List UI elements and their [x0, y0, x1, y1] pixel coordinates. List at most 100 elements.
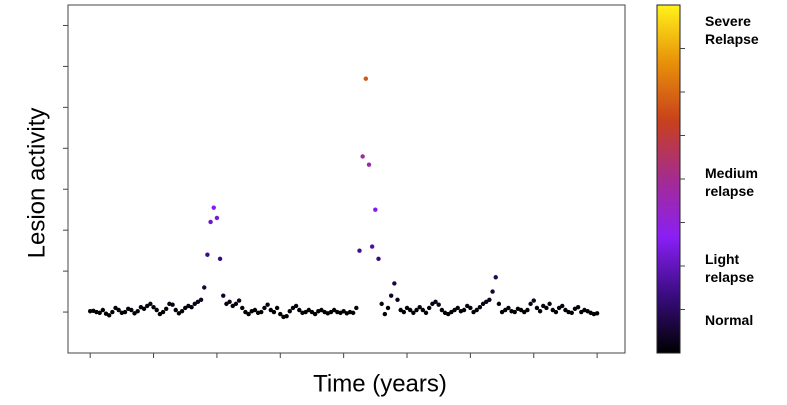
data-point [211, 205, 216, 210]
data-point [224, 301, 229, 307]
data-point [541, 303, 546, 309]
data-point [173, 307, 178, 313]
data-point [449, 309, 454, 315]
data-point [341, 309, 346, 314]
data-point [404, 305, 410, 311]
data-point [157, 311, 163, 317]
data-point [455, 305, 460, 311]
data-point [537, 309, 543, 314]
data-point [293, 303, 299, 309]
data-point [452, 307, 457, 313]
data-point [446, 311, 451, 317]
data-point [141, 306, 147, 311]
data-point [560, 303, 565, 309]
data-point [411, 310, 416, 316]
data-point [189, 304, 194, 310]
data-point [525, 307, 530, 313]
data-point [303, 309, 308, 315]
data-point [122, 309, 128, 315]
data-point [392, 281, 397, 286]
data-point [534, 305, 540, 311]
data-point [290, 305, 296, 311]
data-point [430, 301, 435, 307]
data-point [198, 297, 204, 302]
data-point [471, 309, 476, 315]
y-axis-label: Lesion activity [23, 108, 50, 259]
data-point [518, 307, 524, 313]
data-point [465, 303, 470, 309]
x-axis-label: Time (years) [313, 370, 447, 397]
data-point [179, 309, 185, 314]
data-point [522, 309, 527, 315]
data-point [233, 301, 239, 307]
data-point [528, 301, 533, 307]
data-point [205, 252, 210, 257]
data-point [388, 293, 394, 298]
data-point [433, 299, 438, 305]
plot-frame [67, 4, 626, 354]
data-point [297, 307, 302, 313]
data-point [183, 305, 188, 311]
data-point [151, 304, 156, 310]
data-point [385, 305, 391, 311]
data-point [192, 301, 197, 307]
data-point [363, 76, 369, 81]
data-point [116, 307, 121, 313]
colorbar-label: Severe Relapse [705, 12, 759, 47]
data-point [512, 309, 517, 315]
data-point [382, 311, 388, 317]
data-point [110, 309, 115, 315]
data-point [401, 309, 407, 315]
data-point [202, 285, 207, 290]
data-point [350, 310, 356, 316]
data-point [357, 248, 362, 253]
data-point [461, 307, 467, 313]
data-point [369, 244, 375, 249]
data-point [496, 301, 502, 307]
data-point [569, 310, 574, 316]
data-point [246, 311, 251, 317]
data-point [176, 311, 182, 316]
data-point [113, 305, 118, 311]
data-point [503, 307, 508, 313]
data-point [271, 309, 277, 315]
data-point [553, 309, 559, 315]
data-point [145, 303, 150, 309]
data-point [148, 301, 153, 307]
data-point [499, 309, 505, 315]
colorbar-label: Light relapse [705, 251, 755, 286]
data-point [284, 313, 289, 319]
data-point [208, 219, 213, 225]
colorbar [656, 4, 681, 354]
data-point [417, 304, 422, 310]
data-point [547, 301, 552, 307]
data-point [265, 302, 270, 307]
data-point [379, 301, 384, 307]
data-point [376, 256, 381, 262]
data-point [407, 307, 413, 313]
data-point [477, 304, 483, 310]
data-point [506, 305, 511, 311]
data-point [484, 299, 489, 305]
data-point [100, 307, 106, 313]
data-point [243, 309, 248, 315]
data-point [106, 313, 112, 318]
data-point [328, 309, 334, 315]
data-point [154, 307, 159, 313]
data-point [164, 306, 169, 311]
data-point [262, 305, 267, 311]
data-point [550, 307, 555, 313]
data-point [594, 311, 600, 316]
data-point [556, 305, 562, 311]
data-point [366, 162, 372, 167]
data-point [309, 309, 315, 315]
data-point [331, 307, 337, 313]
data-point [97, 310, 102, 316]
data-point [544, 305, 549, 311]
data-point [398, 307, 403, 313]
colorbar-label: Normal [705, 311, 754, 328]
data-point [221, 293, 226, 298]
data-point [487, 297, 492, 302]
